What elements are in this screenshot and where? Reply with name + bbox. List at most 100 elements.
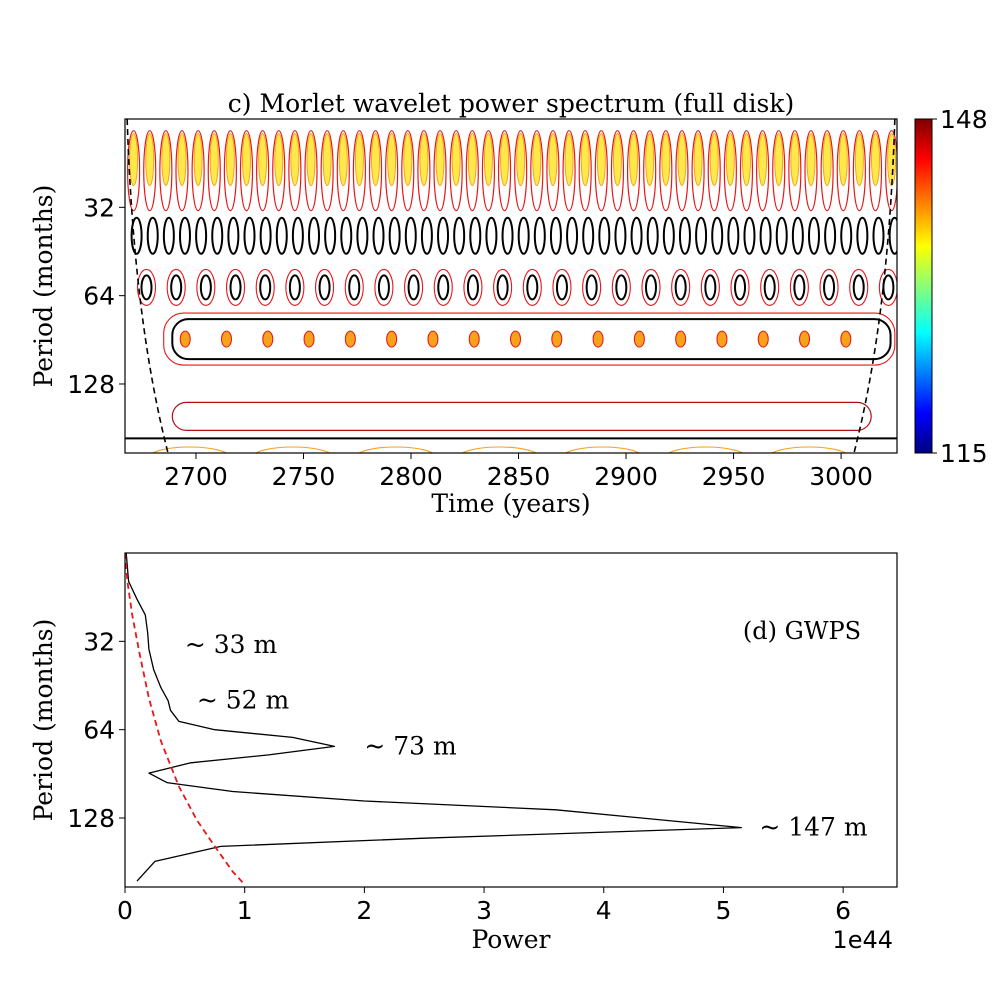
contour-peak-90 [675, 330, 687, 348]
significance-contour-60 [704, 274, 717, 301]
significance-contour [759, 216, 772, 255]
significance-contour-60 [140, 274, 153, 301]
significance-contour-60 [526, 274, 539, 301]
contour-short-period [723, 130, 737, 212]
significance-contour [501, 216, 514, 255]
significance-contour [469, 216, 482, 255]
significance-contour-60 [674, 274, 687, 301]
contour-short-period-core [258, 133, 268, 187]
contour-short-period-core [548, 133, 558, 187]
contour-short-period [885, 130, 897, 212]
contour-short-period [368, 130, 383, 212]
panel-c-title: c) Morlet wavelet power spectrum (full d… [228, 89, 794, 118]
significance-contour [533, 216, 546, 255]
significance-contour-60 [644, 274, 657, 301]
panel-d-x-ticks: 0 1 2 3 4 5 6 [117, 887, 851, 925]
significance-contour [582, 216, 595, 255]
contour-short-period [643, 130, 657, 212]
contour-short-period [159, 130, 173, 212]
contour-60 [522, 268, 542, 306]
contour-peak-90 [716, 330, 728, 348]
contour-short-period [191, 130, 205, 212]
significance-contour-60 [466, 274, 479, 301]
contour-peak-90 [468, 330, 480, 348]
contour-short-period [143, 130, 157, 212]
contour-short-period-core [419, 133, 429, 187]
significance-contour [517, 216, 530, 255]
contour-short-period [256, 130, 270, 212]
x-tick-label: 1 [237, 896, 253, 925]
y-tick-label: 32 [83, 627, 115, 656]
contour-short-period [868, 130, 883, 212]
contour-short-period-core [838, 133, 848, 187]
significance-contour [324, 216, 337, 255]
contour-short-period-core [532, 133, 542, 187]
significance-contour-60 [229, 274, 242, 301]
contour-short-period [175, 130, 189, 212]
significance-contour-60 [259, 274, 272, 301]
contour-60 [136, 268, 157, 306]
significance-contour [840, 216, 853, 255]
contour-short-period [739, 130, 754, 212]
contour-edge [255, 446, 331, 453]
contour-60 [789, 268, 809, 306]
contour-short-period [578, 130, 592, 212]
contour-60 [760, 268, 780, 306]
significance-contour-60 [288, 274, 301, 301]
contour-short-period [352, 130, 366, 212]
cone-of-influence-left [126, 119, 169, 453]
significance-contour [662, 216, 675, 255]
significance-contour [791, 216, 804, 255]
panel-c-frame [124, 118, 898, 454]
contour-short-period-core [193, 133, 203, 187]
significance-contour [549, 216, 562, 255]
significance-contour [630, 216, 643, 255]
contour-60 [582, 268, 602, 306]
contour-edge [358, 446, 434, 453]
contour-short-period-core [435, 133, 445, 187]
contour-short-period [417, 130, 431, 212]
contour-short-period-core [612, 133, 622, 187]
panel-d-y-ticks: 32 64 128 [67, 627, 125, 833]
contour-short-period [127, 130, 141, 212]
contour-60 [641, 268, 661, 306]
contour-short-period [239, 130, 254, 212]
significance-contour-60 [318, 274, 331, 301]
contour-peak-90 [799, 330, 811, 348]
x-tick-label: 2950 [702, 462, 766, 491]
significance-contour [227, 216, 240, 255]
contour-60 [225, 268, 246, 306]
significance-contour [259, 216, 272, 255]
significance-contour [824, 216, 837, 255]
contour-short-period [304, 130, 318, 212]
contour-peak-90 [592, 330, 604, 348]
significance-contour-60 [585, 274, 598, 301]
panel-c: c) Morlet wavelet power spectrum (full d… [29, 89, 898, 518]
contour-short-period-core [709, 133, 719, 187]
peak-annotation: ~ 73 m [364, 731, 457, 760]
contour-short-period-core [354, 133, 364, 187]
contour-peak-90 [510, 330, 522, 348]
contour-60 [166, 268, 186, 306]
contour-60 [730, 268, 750, 306]
significance-contour-60 [407, 274, 420, 301]
significance-contour [404, 216, 417, 255]
significance-contour [372, 216, 385, 255]
significance-contour-60 [734, 274, 747, 301]
contour-short-period [836, 130, 850, 212]
contour-60 [344, 268, 364, 306]
panel-c-y-ticks: 32 64 128 [67, 193, 125, 399]
contour-60 [671, 268, 691, 306]
significance-contour [275, 216, 288, 255]
contour-short-period-core [870, 133, 880, 187]
contour-short-period [691, 130, 705, 212]
contour-short-period [772, 130, 786, 212]
contour-60 [404, 268, 424, 306]
significance-contour-60 [170, 274, 183, 301]
x-tick-label: 4 [596, 896, 612, 925]
contour-short-period-core [887, 133, 897, 187]
significance-contour [420, 216, 433, 255]
significance-contour-60 [615, 274, 628, 301]
significance-contour [356, 216, 369, 255]
colorbar-min-label: 115 [940, 439, 988, 468]
